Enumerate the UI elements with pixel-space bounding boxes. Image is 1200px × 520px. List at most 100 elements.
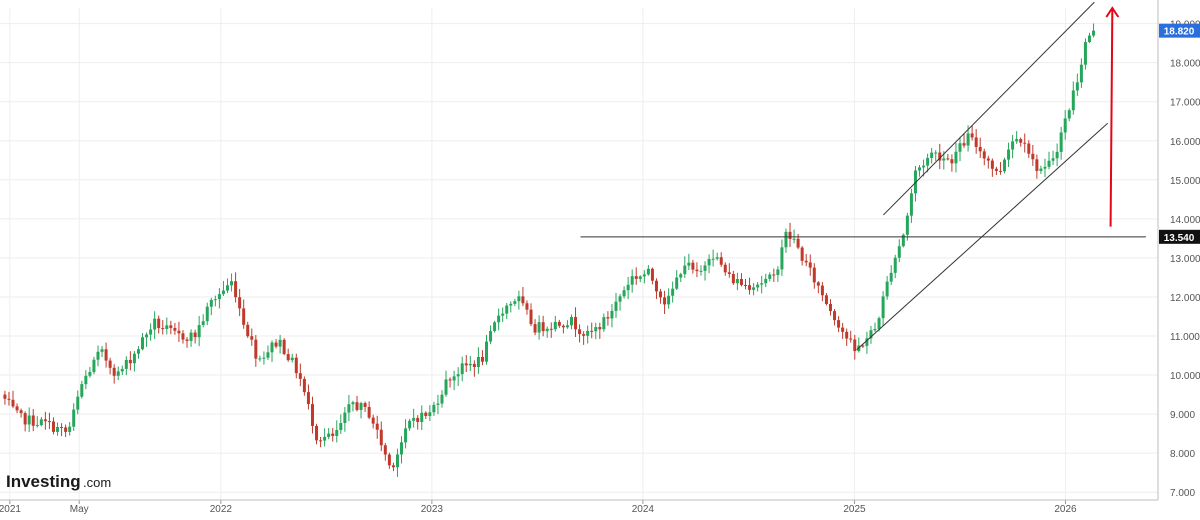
- candle-body: [452, 376, 456, 381]
- candle-body: [484, 341, 488, 362]
- investing-logo: Investing .com: [6, 472, 111, 491]
- candle-body: [250, 336, 254, 340]
- candle-body: [7, 398, 11, 400]
- candle-body: [509, 303, 513, 306]
- candle-body: [412, 417, 416, 421]
- candle-body: [1027, 143, 1031, 154]
- candle-body: [1055, 151, 1059, 159]
- candle-body: [112, 367, 116, 376]
- x-tick-label: 2021: [0, 504, 21, 515]
- candle-body: [978, 146, 982, 152]
- candle-body: [1087, 35, 1091, 43]
- candle-body: [735, 278, 739, 284]
- candle-body: [153, 318, 157, 330]
- candle-body: [586, 330, 590, 336]
- candle-body: [638, 276, 642, 279]
- candle-body: [865, 338, 869, 346]
- candle-body: [634, 276, 638, 279]
- level-price-badge: 13.540: [1164, 233, 1195, 244]
- candle-body: [124, 359, 128, 369]
- candle-body: [331, 433, 335, 436]
- candle-body: [966, 133, 970, 146]
- candle-body: [104, 349, 108, 361]
- x-tick-label: 2023: [421, 504, 444, 515]
- y-tick-label: 15.000: [1170, 176, 1200, 187]
- candle-body: [744, 284, 748, 286]
- candle-body: [436, 403, 440, 405]
- candle-body: [764, 278, 768, 284]
- candle-body: [391, 465, 395, 468]
- candle-body: [266, 352, 270, 358]
- candle-body: [760, 283, 764, 285]
- candle-body: [1067, 110, 1071, 119]
- candle-body: [808, 262, 812, 268]
- candle-body: [828, 303, 832, 312]
- candle-body: [497, 315, 501, 323]
- candle-body: [145, 334, 149, 338]
- candle-body: [185, 339, 189, 341]
- candle-body: [982, 151, 986, 159]
- candle-body: [1023, 142, 1027, 144]
- candle-body: [557, 321, 561, 326]
- candle-body: [574, 316, 578, 330]
- candle-body: [23, 413, 27, 425]
- candle-body: [1051, 158, 1055, 161]
- candle-body: [909, 193, 913, 216]
- candle-body: [905, 215, 909, 235]
- candle-body: [493, 322, 497, 332]
- y-tick-label: 10.000: [1170, 371, 1200, 382]
- candle-body: [578, 329, 582, 335]
- candle-body: [776, 269, 780, 275]
- candle-body: [525, 303, 529, 310]
- candle-body: [958, 143, 962, 152]
- candle-body: [994, 168, 998, 171]
- candle-body: [193, 332, 197, 338]
- candle-body: [444, 379, 448, 395]
- candle-body: [541, 322, 545, 332]
- candle-body: [804, 260, 808, 263]
- candle-body: [282, 339, 286, 355]
- candle-body: [569, 316, 573, 326]
- candle-body: [1047, 160, 1051, 167]
- candle-body: [290, 357, 294, 361]
- candle-body: [675, 277, 679, 289]
- red-arrow-shaft: [1109, 9, 1114, 227]
- candle-body: [934, 152, 938, 154]
- candle-body: [428, 412, 432, 416]
- candle-body: [480, 356, 484, 362]
- candle-body: [68, 426, 72, 432]
- candle-body: [294, 357, 298, 374]
- candle-body: [213, 299, 217, 301]
- candle-body: [970, 133, 974, 138]
- candle-body: [501, 313, 505, 316]
- candle-body: [242, 308, 246, 325]
- candle-body: [472, 363, 476, 368]
- candle-body: [76, 396, 80, 410]
- candle-body: [169, 325, 173, 329]
- candle-body: [1019, 139, 1023, 143]
- candle-body: [387, 454, 391, 466]
- candle-body: [258, 358, 262, 360]
- candle-body: [225, 285, 229, 291]
- candle-body: [719, 257, 723, 265]
- candle-body: [727, 272, 731, 274]
- candle-body: [614, 301, 618, 311]
- candle-body: [986, 158, 990, 161]
- candle-body: [667, 295, 671, 305]
- candle-body: [31, 415, 35, 426]
- candle-body: [598, 327, 602, 330]
- candle-body: [699, 270, 703, 272]
- candle-body: [849, 338, 853, 340]
- candle-body: [517, 296, 521, 302]
- candle-body: [590, 330, 594, 332]
- candle-body: [788, 231, 792, 239]
- candle-body: [189, 332, 193, 341]
- candle-body: [408, 420, 412, 429]
- candle-body: [173, 328, 177, 331]
- candle-body: [205, 306, 209, 322]
- candle-body: [618, 296, 622, 302]
- candle-body: [209, 299, 213, 307]
- candle-body: [395, 454, 399, 468]
- candle-body: [136, 349, 140, 354]
- candle-body: [715, 257, 719, 259]
